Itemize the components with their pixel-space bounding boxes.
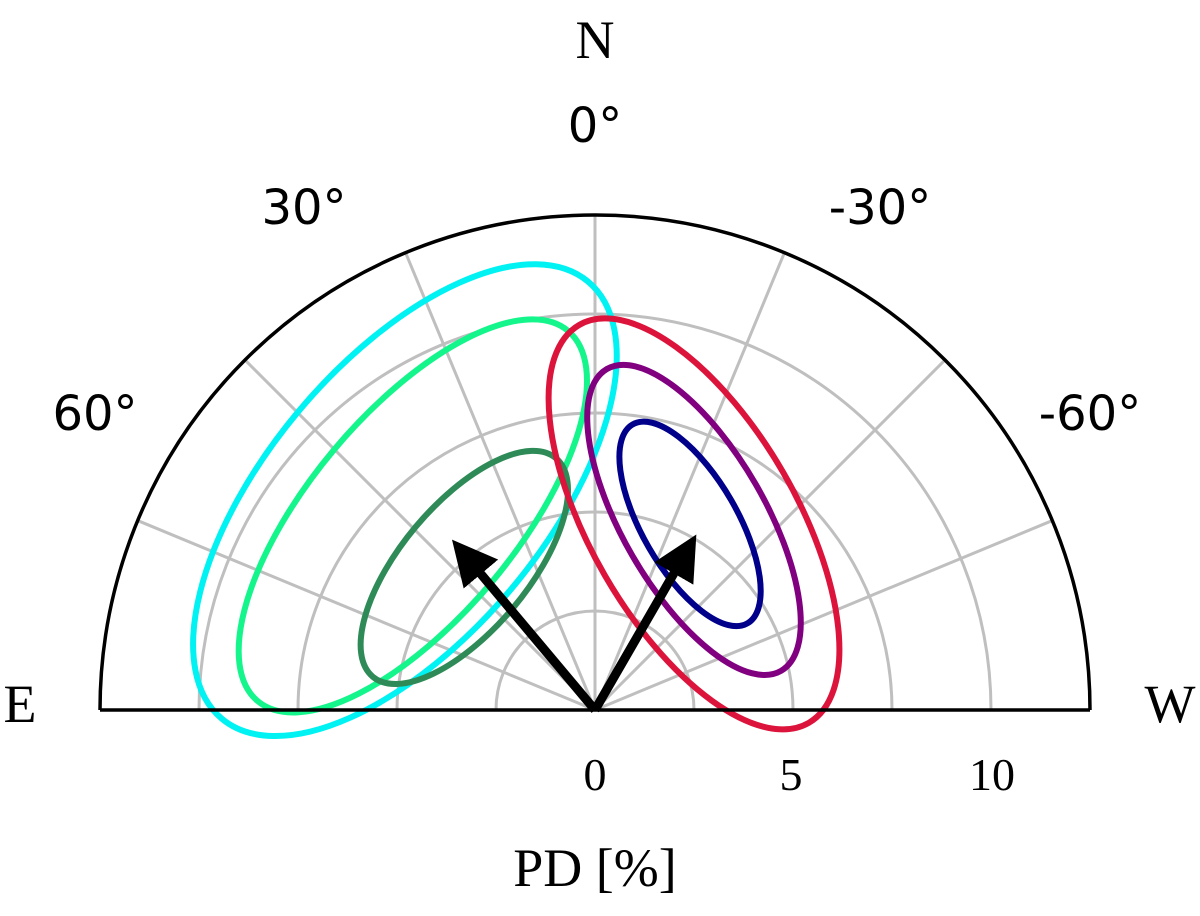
angle-tick-30: 30° (261, 180, 346, 236)
angle-tick-minus-30: -30° (829, 180, 931, 236)
east-label: E (4, 674, 37, 734)
radial-tick-5: 5 (780, 749, 803, 800)
grid-layer (137, 215, 1053, 712)
pd-vector-arrow-0 (451, 539, 599, 713)
radial-tick-10: 10 (969, 749, 1015, 800)
west-label: W (1145, 674, 1196, 734)
angle-tick-0: 0° (568, 98, 623, 154)
angular-gridline (404, 252, 597, 711)
angular-gridline (594, 519, 1053, 712)
pd-vector-arrow-1 (591, 534, 697, 713)
angular-gridline (243, 358, 597, 712)
angle-tick-60: 60° (52, 386, 137, 442)
x-axis-label: PD [%] (513, 838, 676, 898)
north-label: N (576, 10, 615, 70)
angular-gridline (593, 252, 786, 711)
arrow-layer (451, 534, 697, 713)
contour-right-outer (545, 315, 843, 733)
contour-right-inner (616, 418, 764, 630)
outer-arc (98, 213, 1092, 711)
contour-left-outer (190, 261, 620, 740)
frame-layer (98, 213, 1092, 712)
radial-tick-0: 0 (584, 749, 607, 800)
angle-tick-minus-60: -60° (1039, 386, 1141, 442)
contour-right-mid (584, 361, 804, 678)
angular-gridline (593, 358, 947, 712)
